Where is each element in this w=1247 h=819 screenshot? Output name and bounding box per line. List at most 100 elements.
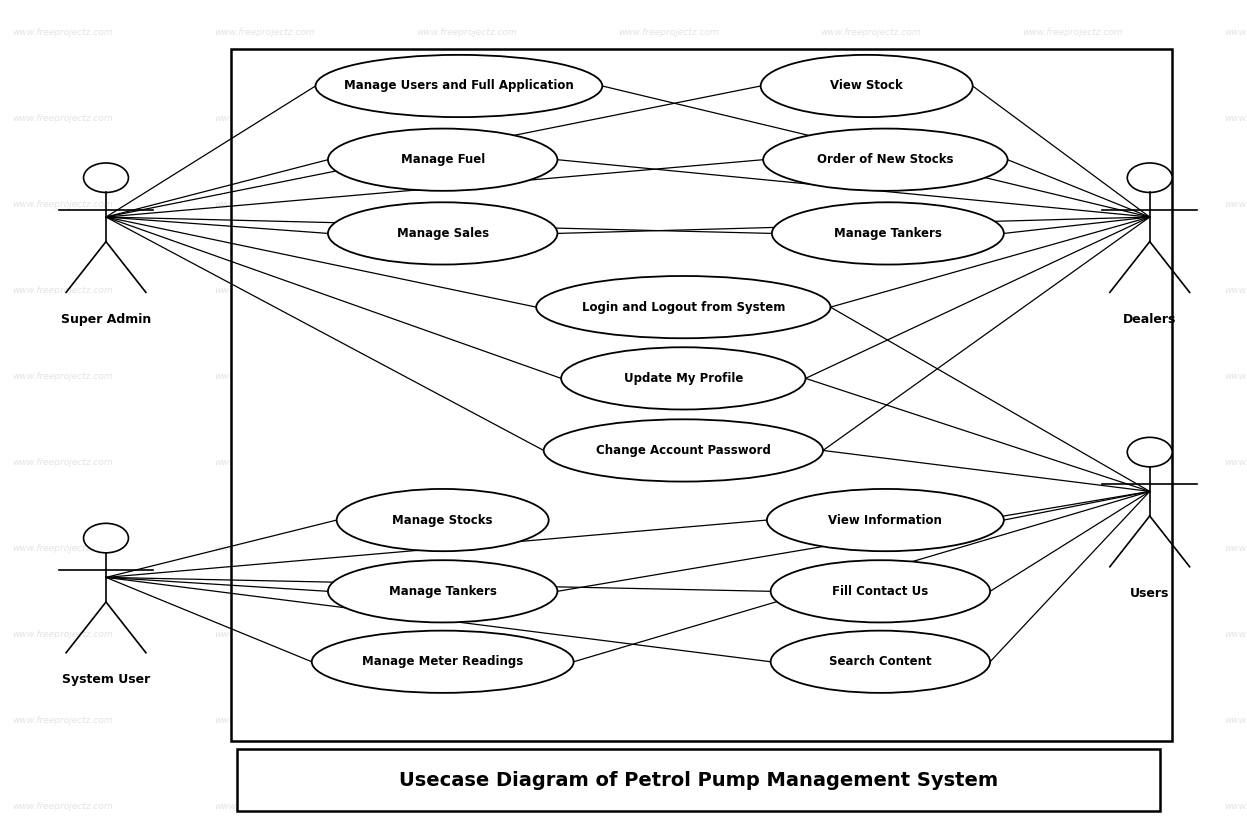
Text: www.freeprojectz.com: www.freeprojectz.com <box>821 802 922 811</box>
Text: www.freeprojectz.com: www.freeprojectz.com <box>1225 802 1247 811</box>
Text: www.freeprojectz.com: www.freeprojectz.com <box>821 114 922 123</box>
Text: Change Account Password: Change Account Password <box>596 444 771 457</box>
Text: www.freeprojectz.com: www.freeprojectz.com <box>416 630 518 639</box>
Text: www.freeprojectz.com: www.freeprojectz.com <box>214 630 315 639</box>
Text: www.freeprojectz.com: www.freeprojectz.com <box>214 200 315 209</box>
Text: www.freeprojectz.com: www.freeprojectz.com <box>1023 114 1124 123</box>
Text: www.freeprojectz.com: www.freeprojectz.com <box>1225 286 1247 295</box>
Text: www.freeprojectz.com: www.freeprojectz.com <box>416 802 518 811</box>
Text: www.freeprojectz.com: www.freeprojectz.com <box>12 28 113 37</box>
Text: www.freeprojectz.com: www.freeprojectz.com <box>214 286 315 295</box>
Text: www.freeprojectz.com: www.freeprojectz.com <box>821 286 922 295</box>
Ellipse shape <box>771 560 990 622</box>
Text: Manage Stocks: Manage Stocks <box>393 514 493 527</box>
Text: www.freeprojectz.com: www.freeprojectz.com <box>821 372 922 381</box>
FancyBboxPatch shape <box>237 749 1160 811</box>
Text: www.freeprojectz.com: www.freeprojectz.com <box>214 28 315 37</box>
Text: www.freeprojectz.com: www.freeprojectz.com <box>214 372 315 381</box>
Text: www.freeprojectz.com: www.freeprojectz.com <box>416 28 518 37</box>
Text: www.freeprojectz.com: www.freeprojectz.com <box>1023 372 1124 381</box>
Text: www.freeprojectz.com: www.freeprojectz.com <box>1023 458 1124 467</box>
Text: www.freeprojectz.com: www.freeprojectz.com <box>619 544 720 553</box>
Text: www.freeprojectz.com: www.freeprojectz.com <box>416 286 518 295</box>
Text: www.freeprojectz.com: www.freeprojectz.com <box>12 114 113 123</box>
Text: www.freeprojectz.com: www.freeprojectz.com <box>1225 372 1247 381</box>
Ellipse shape <box>561 347 806 410</box>
Text: www.freeprojectz.com: www.freeprojectz.com <box>214 544 315 553</box>
Ellipse shape <box>763 129 1008 191</box>
Text: www.freeprojectz.com: www.freeprojectz.com <box>1225 544 1247 553</box>
Circle shape <box>84 163 128 192</box>
Text: www.freeprojectz.com: www.freeprojectz.com <box>619 372 720 381</box>
Text: www.freeprojectz.com: www.freeprojectz.com <box>1023 200 1124 209</box>
Text: www.freeprojectz.com: www.freeprojectz.com <box>12 458 113 467</box>
Text: www.freeprojectz.com: www.freeprojectz.com <box>214 114 315 123</box>
Ellipse shape <box>312 631 574 693</box>
Text: www.freeprojectz.com: www.freeprojectz.com <box>1023 28 1124 37</box>
Text: www.freeprojectz.com: www.freeprojectz.com <box>214 802 315 811</box>
Text: www.freeprojectz.com: www.freeprojectz.com <box>619 802 720 811</box>
Ellipse shape <box>771 631 990 693</box>
Text: www.freeprojectz.com: www.freeprojectz.com <box>1225 200 1247 209</box>
Ellipse shape <box>772 202 1004 265</box>
Ellipse shape <box>337 489 549 551</box>
Text: Manage Meter Readings: Manage Meter Readings <box>362 655 524 668</box>
Ellipse shape <box>767 489 1004 551</box>
Text: www.freeprojectz.com: www.freeprojectz.com <box>416 458 518 467</box>
Text: View Stock: View Stock <box>831 79 903 93</box>
Text: www.freeprojectz.com: www.freeprojectz.com <box>619 114 720 123</box>
Text: www.freeprojectz.com: www.freeprojectz.com <box>1023 630 1124 639</box>
Text: www.freeprojectz.com: www.freeprojectz.com <box>12 544 113 553</box>
Text: Usecase Diagram of Petrol Pump Management System: Usecase Diagram of Petrol Pump Managemen… <box>399 771 998 790</box>
Text: www.freeprojectz.com: www.freeprojectz.com <box>214 458 315 467</box>
Text: System User: System User <box>62 673 150 686</box>
Text: www.freeprojectz.com: www.freeprojectz.com <box>416 372 518 381</box>
FancyBboxPatch shape <box>231 49 1172 741</box>
Text: www.freeprojectz.com: www.freeprojectz.com <box>821 544 922 553</box>
Text: www.freeprojectz.com: www.freeprojectz.com <box>1225 28 1247 37</box>
Ellipse shape <box>328 129 557 191</box>
Ellipse shape <box>315 55 602 117</box>
Text: www.freeprojectz.com: www.freeprojectz.com <box>12 630 113 639</box>
Ellipse shape <box>536 276 831 338</box>
Text: www.freeprojectz.com: www.freeprojectz.com <box>416 114 518 123</box>
Ellipse shape <box>544 419 823 482</box>
Text: www.freeprojectz.com: www.freeprojectz.com <box>619 630 720 639</box>
Ellipse shape <box>328 560 557 622</box>
Text: www.freeprojectz.com: www.freeprojectz.com <box>1023 716 1124 725</box>
Text: Manage Sales: Manage Sales <box>397 227 489 240</box>
Text: www.freeprojectz.com: www.freeprojectz.com <box>12 286 113 295</box>
Text: www.freeprojectz.com: www.freeprojectz.com <box>1023 544 1124 553</box>
Circle shape <box>84 523 128 553</box>
Text: www.freeprojectz.com: www.freeprojectz.com <box>12 716 113 725</box>
Text: View Information: View Information <box>828 514 943 527</box>
Text: www.freeprojectz.com: www.freeprojectz.com <box>1225 630 1247 639</box>
Text: Manage Tankers: Manage Tankers <box>834 227 941 240</box>
Text: Fill Contact Us: Fill Contact Us <box>832 585 929 598</box>
Text: Update My Profile: Update My Profile <box>624 372 743 385</box>
Text: www.freeprojectz.com: www.freeprojectz.com <box>214 716 315 725</box>
Text: www.freeprojectz.com: www.freeprojectz.com <box>619 716 720 725</box>
Text: Dealers: Dealers <box>1124 313 1176 326</box>
Ellipse shape <box>328 202 557 265</box>
Text: www.freeprojectz.com: www.freeprojectz.com <box>1225 716 1247 725</box>
Text: www.freeprojectz.com: www.freeprojectz.com <box>821 630 922 639</box>
Text: www.freeprojectz.com: www.freeprojectz.com <box>821 716 922 725</box>
Text: Super Admin: Super Admin <box>61 313 151 326</box>
Text: www.freeprojectz.com: www.freeprojectz.com <box>821 458 922 467</box>
Text: www.freeprojectz.com: www.freeprojectz.com <box>416 200 518 209</box>
Text: Manage Tankers: Manage Tankers <box>389 585 496 598</box>
Text: www.freeprojectz.com: www.freeprojectz.com <box>1225 458 1247 467</box>
Text: Manage Fuel: Manage Fuel <box>400 153 485 166</box>
Text: www.freeprojectz.com: www.freeprojectz.com <box>12 200 113 209</box>
Text: www.freeprojectz.com: www.freeprojectz.com <box>619 286 720 295</box>
Text: www.freeprojectz.com: www.freeprojectz.com <box>1023 802 1124 811</box>
Ellipse shape <box>761 55 973 117</box>
Text: www.freeprojectz.com: www.freeprojectz.com <box>821 200 922 209</box>
Text: www.freeprojectz.com: www.freeprojectz.com <box>12 372 113 381</box>
Text: Order of New Stocks: Order of New Stocks <box>817 153 954 166</box>
Text: www.freeprojectz.com: www.freeprojectz.com <box>821 28 922 37</box>
Text: www.freeprojectz.com: www.freeprojectz.com <box>416 716 518 725</box>
Text: www.freeprojectz.com: www.freeprojectz.com <box>619 200 720 209</box>
Text: www.freeprojectz.com: www.freeprojectz.com <box>1225 114 1247 123</box>
